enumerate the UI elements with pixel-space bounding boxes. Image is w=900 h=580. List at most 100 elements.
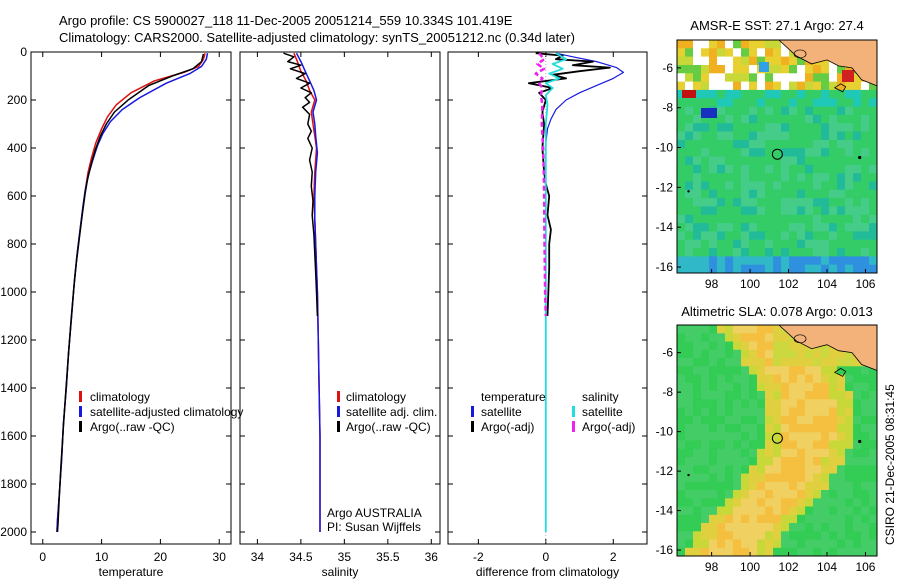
map-cell xyxy=(853,106,862,116)
map-cell xyxy=(685,106,694,116)
map-cell xyxy=(677,48,686,58)
map-cell xyxy=(749,531,758,541)
map-cell xyxy=(725,424,734,433)
map-cell xyxy=(765,156,774,166)
map-cell xyxy=(781,65,790,74)
map-cell xyxy=(757,506,766,516)
map-cell xyxy=(837,514,846,524)
map-cell xyxy=(829,539,838,549)
map-cell xyxy=(677,156,686,166)
map-cell xyxy=(717,148,726,158)
map-cell xyxy=(813,181,822,191)
map-cell xyxy=(725,264,734,273)
map-cell xyxy=(797,349,806,359)
map-cell xyxy=(773,440,782,450)
map-cell xyxy=(701,457,710,466)
map-cell xyxy=(741,349,750,359)
map-cell xyxy=(701,73,710,83)
map-cell xyxy=(773,65,782,74)
map-cell xyxy=(805,506,814,516)
map-cell xyxy=(813,198,822,207)
series-line-salinity-argo-adj xyxy=(534,52,548,317)
map-cell xyxy=(829,173,838,182)
map-cell xyxy=(685,164,694,174)
map-cell xyxy=(757,198,766,207)
legend-swatch-climatology xyxy=(79,391,82,402)
map-cell xyxy=(717,325,726,334)
map-cell xyxy=(725,231,734,241)
map-cell xyxy=(701,358,710,367)
legend-label-climatology: climatology xyxy=(90,390,150,404)
map-cell xyxy=(741,506,750,516)
map-cell xyxy=(749,89,758,99)
map-cell xyxy=(829,415,838,425)
map-cell xyxy=(749,40,758,49)
map-cell xyxy=(861,248,870,257)
map-cell xyxy=(869,547,877,556)
map-cell xyxy=(725,123,734,133)
map-cell xyxy=(781,490,790,499)
map-cell xyxy=(733,173,742,182)
map-cell xyxy=(837,173,846,182)
map-cell xyxy=(765,547,774,556)
map-cell xyxy=(845,391,854,400)
map-cell xyxy=(741,473,750,483)
map-cell xyxy=(821,498,830,508)
map-cell xyxy=(789,391,798,400)
map-cell xyxy=(765,325,774,334)
map-cell xyxy=(829,349,838,359)
map-cell xyxy=(853,164,862,174)
map-cell xyxy=(805,358,814,367)
map-cell xyxy=(821,415,830,425)
map-cell xyxy=(781,448,790,458)
map-cell xyxy=(797,432,806,442)
map-cell xyxy=(693,48,702,58)
map-cell xyxy=(685,358,694,367)
map-cell xyxy=(685,189,694,199)
map-cell xyxy=(749,98,758,108)
map-cell xyxy=(861,148,870,158)
map-cell xyxy=(837,131,846,141)
map-cell xyxy=(709,223,718,232)
map-cell xyxy=(757,48,766,58)
map-cell xyxy=(765,206,774,216)
map-cell xyxy=(789,399,798,409)
map-cell xyxy=(797,382,806,392)
map-cell xyxy=(829,473,838,483)
map-cell xyxy=(677,89,686,99)
map-cell xyxy=(693,256,702,266)
map-cell xyxy=(837,539,846,549)
map-cell xyxy=(725,114,734,124)
map-cell xyxy=(837,498,846,508)
map-cell xyxy=(733,123,742,133)
map-cell xyxy=(837,148,846,158)
map-cell xyxy=(781,106,790,116)
map-cell xyxy=(677,440,686,450)
map-cell xyxy=(837,473,846,483)
map-cell xyxy=(741,164,750,174)
map-cell xyxy=(837,198,846,207)
map-cell xyxy=(837,65,846,74)
map-cell xyxy=(805,198,814,207)
map-cell xyxy=(869,156,877,166)
map-cell xyxy=(853,156,862,166)
legend-swatch-argo xyxy=(79,421,82,432)
map-cell xyxy=(725,81,734,91)
map-cell xyxy=(805,448,814,458)
map-cell xyxy=(685,123,694,133)
map-cell xyxy=(685,98,694,108)
map-cell xyxy=(845,106,854,116)
map-cell xyxy=(733,457,742,466)
map-cell xyxy=(829,531,838,541)
map-cell xyxy=(693,457,702,466)
map-cell xyxy=(733,407,742,417)
map-cell xyxy=(709,514,718,524)
map-cell xyxy=(861,506,870,516)
map-cell xyxy=(709,358,718,367)
map-frame xyxy=(676,324,878,557)
map-cell xyxy=(789,73,798,83)
map-cell xyxy=(685,506,694,516)
map-cell xyxy=(725,481,734,491)
map-cell xyxy=(709,73,718,83)
map-cell xyxy=(789,65,798,74)
